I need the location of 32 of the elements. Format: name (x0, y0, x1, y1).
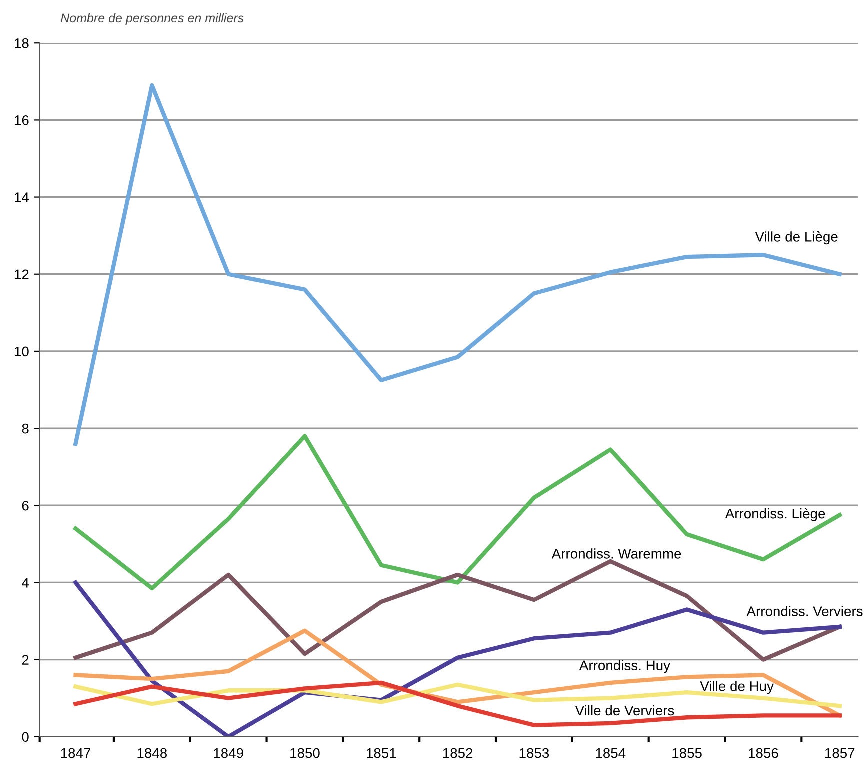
series-label: Ville de Huy (700, 681, 774, 694)
y-tick-label: 14 (15, 192, 30, 202)
y-tick-label: 16 (15, 116, 29, 126)
x-tick-label: 1853 (520, 748, 550, 758)
y-tick-label: 0 (22, 732, 29, 742)
x-tick-label: 1856 (749, 748, 778, 758)
x-tick-label: 1848 (138, 748, 168, 758)
x-tick-label: 1857 (825, 748, 855, 758)
line-series (74, 83, 842, 446)
y-tick-label: 10 (15, 346, 29, 357)
series-label: Arrondiss. Waremme (552, 548, 682, 559)
y-tick-label: 4 (22, 578, 30, 588)
series-label: Arrondiss. Liège (725, 508, 826, 522)
y-tick-label: 2 (22, 655, 29, 665)
x-tick-label: 1852 (443, 748, 473, 758)
x-tick-label: 1851 (367, 748, 396, 758)
y-tick-label: 12 (15, 270, 29, 280)
x-tick-label: 1849 (214, 748, 244, 758)
series-label: Arrondiss. Huy (579, 660, 670, 674)
series-label: Arrondiss. Verviers (746, 606, 863, 616)
line-series (74, 680, 842, 728)
y-axis-title: Nombre de personnes en milliers (61, 13, 244, 26)
y-tick-label: 6 (22, 500, 29, 511)
x-tick-label: 1850 (290, 748, 320, 758)
line-series (74, 434, 842, 591)
x-tick-label: 1855 (672, 748, 702, 758)
x-tick-label: 1854 (596, 748, 626, 758)
y-tick-label: 8 (22, 424, 29, 434)
y-tick-label: 18 (15, 38, 29, 48)
series-label: Ville de Liège (755, 232, 838, 245)
x-tick-label: 1847 (61, 748, 90, 758)
series-label: Ville de Verviers (575, 705, 674, 716)
